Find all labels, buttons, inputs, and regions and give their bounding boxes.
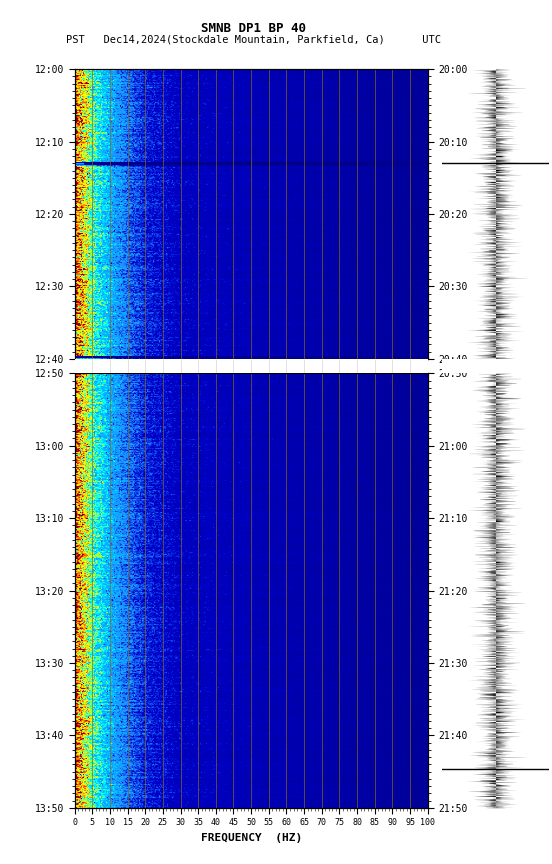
Text: PST   Dec14,2024(Stockdale Mountain, Parkfield, Ca)      UTC: PST Dec14,2024(Stockdale Mountain, Parkf… <box>66 35 442 45</box>
X-axis label: FREQUENCY  (HZ): FREQUENCY (HZ) <box>200 833 302 842</box>
Text: SMNB DP1 BP 40: SMNB DP1 BP 40 <box>201 22 306 35</box>
